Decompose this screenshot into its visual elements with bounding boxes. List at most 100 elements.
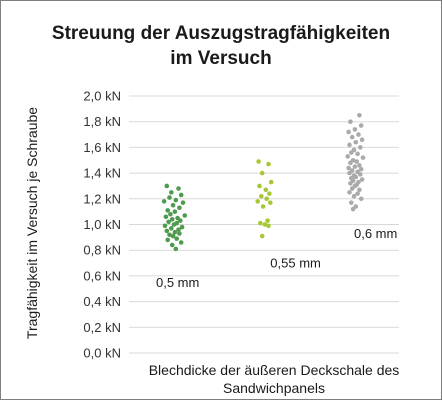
data-point [255, 199, 260, 204]
data-point [167, 195, 172, 200]
y-tick-labels: 0,0 kN 0,2 kN 0,4 kN 0,6 kN 0,8 kN 1,0 kN 1,2 … [83, 89, 121, 361]
data-point [172, 229, 178, 235]
data-point [355, 191, 360, 196]
y-tick-label: 1,8 kN [83, 114, 121, 129]
data-point [167, 232, 172, 238]
data-point [265, 218, 270, 223]
data-point [161, 199, 167, 204]
data-points [161, 112, 366, 252]
data-point [162, 223, 168, 229]
data-point [169, 226, 174, 231]
data-point [357, 163, 362, 168]
y-tick-label: 1,0 kN [83, 217, 121, 232]
data-point [351, 193, 357, 199]
x-axis-label-line-1: Blechdicke der äußeren Deckschale des [148, 362, 400, 378]
data-point [170, 202, 176, 208]
data-point [346, 129, 351, 135]
data-point [348, 181, 353, 186]
series-label: 0,5 mm [156, 275, 199, 290]
data-point [358, 123, 364, 128]
y-tick-label: 0,6 kN [83, 268, 121, 283]
data-point [355, 151, 360, 157]
data-point [263, 187, 269, 193]
data-point [172, 209, 178, 214]
data-point [353, 174, 359, 180]
chart-title: Streuung der Auszugstragfähigkeiten im V… [21, 21, 421, 71]
data-point [262, 222, 268, 227]
data-point [353, 139, 359, 145]
data-point [349, 150, 354, 155]
data-point [177, 231, 182, 236]
data-point [266, 223, 271, 229]
data-point [257, 183, 262, 189]
data-point [164, 228, 170, 234]
data-point [268, 179, 274, 185]
data-point [346, 165, 351, 171]
data-point [171, 222, 177, 227]
data-point [180, 200, 186, 205]
data-point [178, 240, 184, 245]
data-point [174, 236, 179, 241]
data-point [179, 224, 185, 230]
data-point [166, 219, 171, 225]
data-point [177, 205, 182, 211]
data-point [358, 145, 363, 150]
y-tick-label: 0,8 kN [83, 243, 121, 258]
y-axis-label: Tragfähigkeit im Versuch je Schraube [24, 106, 40, 340]
data-point [165, 208, 170, 213]
series-label: 0,55 mm [270, 256, 321, 271]
data-point [264, 196, 270, 202]
data-point [345, 154, 351, 159]
chart-title-line-2: im Versuch [170, 48, 272, 69]
data-point [356, 132, 361, 137]
data-point [182, 213, 188, 218]
data-point [352, 164, 358, 169]
y-tick-label: 0,0 kN [83, 346, 121, 361]
data-point [259, 233, 265, 239]
data-point [348, 119, 353, 124]
data-point [358, 196, 364, 202]
chart-title-line-1: Streuung der Auszugstragfähigkeiten [51, 23, 391, 44]
y-tick-label: 1,2 kN [83, 191, 121, 206]
gridlines [129, 95, 399, 354]
y-tick-label: 1,4 kN [83, 166, 121, 181]
data-point [358, 166, 364, 172]
data-point [349, 134, 355, 140]
data-point [163, 214, 169, 220]
data-point [178, 218, 183, 223]
data-point [359, 137, 365, 142]
data-point [350, 206, 356, 212]
y-tick-label: 0,2 kN [83, 320, 121, 335]
y-tick-label: 1,6 kN [83, 140, 121, 155]
data-point [352, 127, 358, 132]
data-point [266, 161, 271, 167]
data-point [358, 172, 363, 177]
data-point [258, 220, 263, 226]
y-tick-label: 0,4 kN [83, 294, 121, 309]
x-axis-label-line-2: Sandwichpanels [223, 380, 325, 396]
data-point [359, 177, 365, 182]
data-point [256, 159, 261, 164]
series-label: 0,6 mm [354, 226, 397, 241]
y-tick-label: 2,0 kN [83, 89, 121, 104]
data-point [176, 186, 181, 191]
data-point [347, 170, 352, 176]
data-point [176, 227, 181, 232]
data-point [164, 183, 170, 189]
data-point [168, 211, 173, 217]
data-point [259, 170, 265, 176]
data-point [267, 191, 272, 196]
data-point [178, 192, 184, 198]
data-point [349, 186, 355, 191]
data-point [169, 217, 175, 222]
data-point [354, 159, 360, 164]
data-point [169, 242, 175, 248]
x-axis-label: Blechdicke der äußeren Deckschale des Sa… [119, 361, 429, 397]
data-point [260, 204, 266, 209]
data-point [348, 160, 353, 166]
data-point [173, 246, 179, 252]
data-point [357, 112, 362, 118]
data-point [347, 142, 352, 148]
